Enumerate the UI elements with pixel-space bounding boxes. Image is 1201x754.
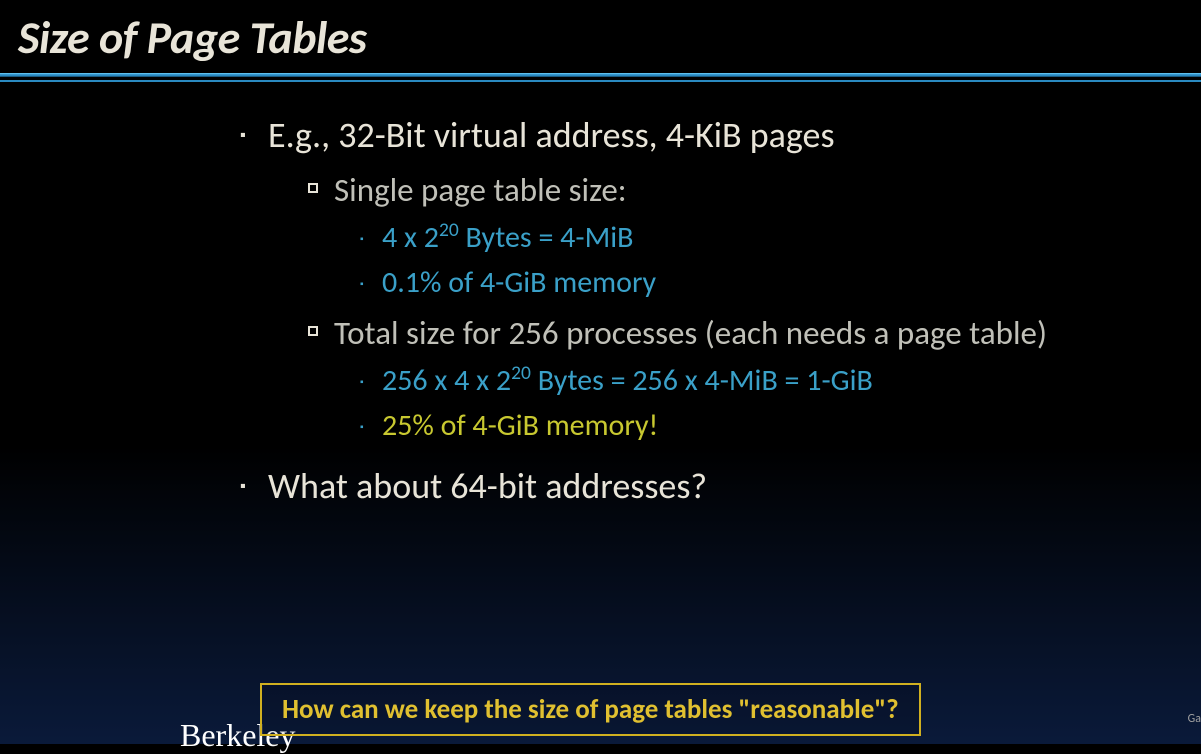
bullet-marker-l3: ▪ (360, 232, 368, 245)
bullet-level-2: Single page table size: (308, 169, 1161, 212)
callout-question-box: How can we keep the size of page tables … (260, 683, 921, 736)
bullet-level-1: ▪ E.g., 32-Bit virtual address, 4-KiB pa… (240, 112, 1161, 159)
bullet-text: E.g., 32-Bit virtual address, 4-KiB page… (268, 112, 835, 159)
bullet-marker-l2 (308, 183, 318, 193)
superscript: 20 (439, 218, 459, 242)
bullet-marker-l3: ▪ (360, 277, 368, 290)
bullet-marker-l1: ▪ (240, 477, 250, 496)
bullet-text: What about 64-bit addresses? (268, 463, 707, 510)
bullet-level-3: ▪ 25% of 4-GiB memory! (360, 406, 1161, 445)
text-pre: 256 x 4 x 2 (382, 362, 511, 399)
text-pre: 4 x 2 (382, 219, 439, 256)
bullet-marker-l2 (308, 326, 318, 336)
title-underline (0, 73, 1201, 77)
text-post: Bytes = 4-MiB (459, 219, 634, 256)
bullet-marker-l3: ▪ (360, 420, 368, 433)
bullet-marker-l1: ▪ (240, 126, 250, 145)
superscript: 20 (511, 361, 531, 385)
bullet-text: 25% of 4-GiB memory! (382, 406, 658, 445)
bullet-marker-l3: ▪ (360, 375, 368, 388)
text-post: Bytes = 256 x 4-MiB = 1-GiB (531, 362, 873, 399)
bullet-text: 256 x 4 x 220 Bytes = 256 x 4-MiB = 1-Gi… (382, 361, 873, 400)
bullet-level-3: ▪ 0.1% of 4-GiB memory (360, 263, 1161, 302)
bullet-level-2: Total size for 256 processes (each needs… (308, 312, 1161, 355)
bullet-level-3: ▪ 4 x 220 Bytes = 4-MiB (360, 218, 1161, 257)
bullet-text: 4 x 220 Bytes = 4-MiB (382, 218, 633, 257)
bullet-text: 0.1% of 4-GiB memory (382, 263, 656, 302)
bullet-text: Total size for 256 processes (each needs… (334, 312, 1047, 355)
slide-content: ▪ E.g., 32-Bit virtual address, 4-KiB pa… (0, 82, 1201, 509)
bullet-level-1: ▪ What about 64-bit addresses? (240, 463, 1161, 510)
slide-title: Size of Page Tables (0, 0, 1201, 71)
corner-attribution: Ga (1188, 712, 1201, 726)
bullet-level-3: ▪ 256 x 4 x 220 Bytes = 256 x 4-MiB = 1-… (360, 361, 1161, 400)
bullet-text: Single page table size: (334, 169, 627, 212)
